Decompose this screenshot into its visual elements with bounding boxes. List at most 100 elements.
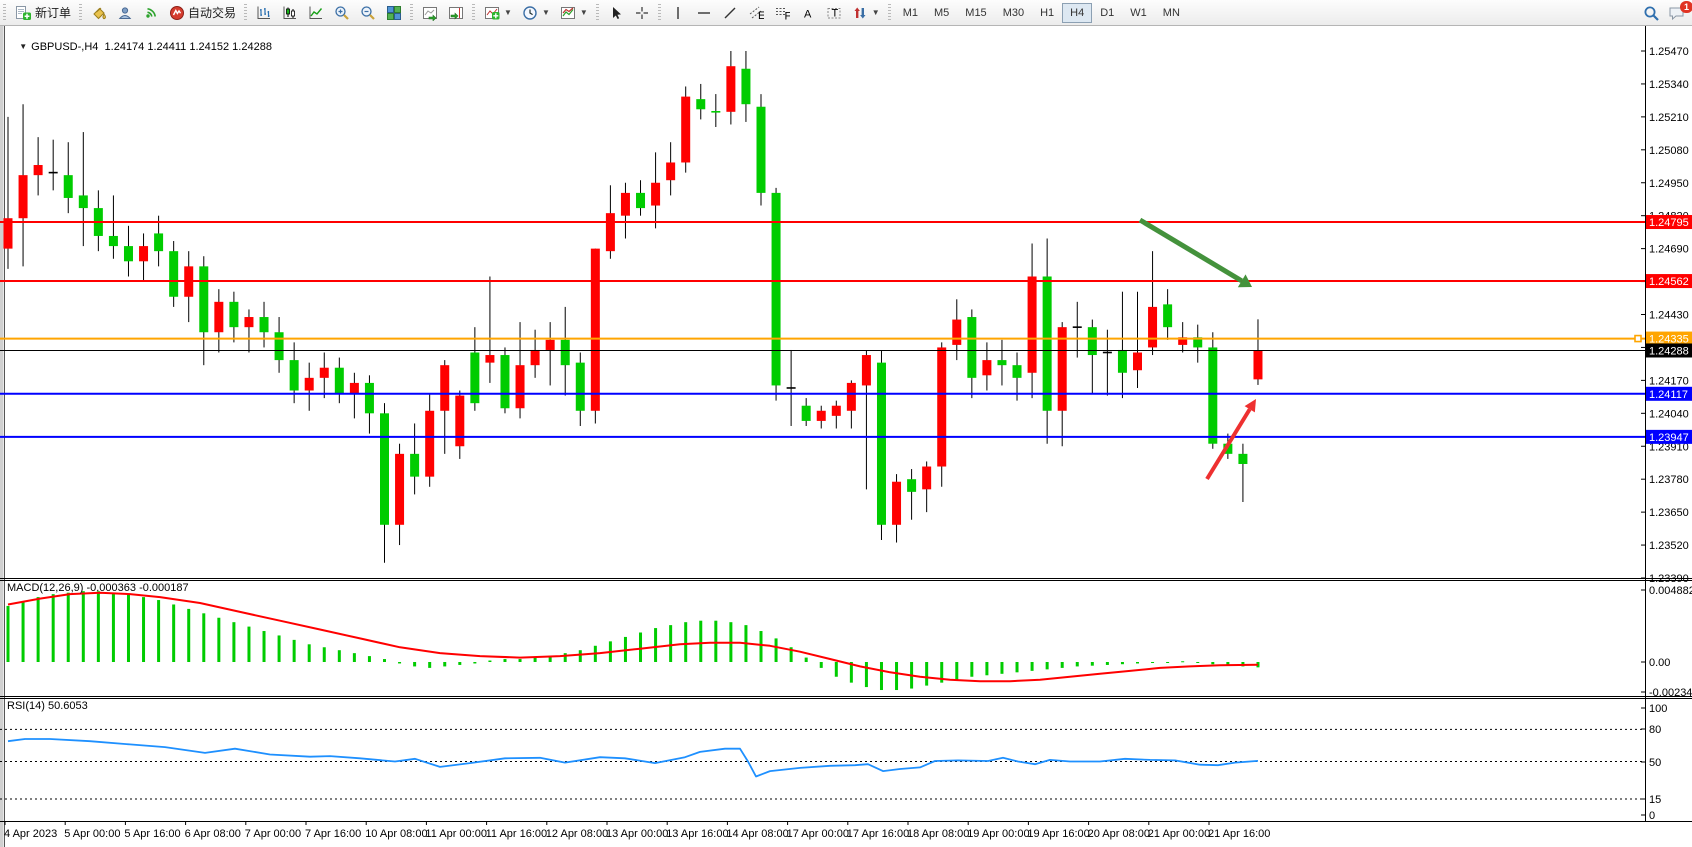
templates-icon (560, 5, 576, 21)
new-order-button[interactable]: 新订单 (11, 1, 75, 25)
candle (741, 68, 751, 105)
candle (892, 481, 902, 525)
timeframe-button-d1[interactable]: D1 (1100, 6, 1115, 19)
up-support-arrow-head[interactable] (1244, 399, 1256, 413)
candle (997, 360, 1007, 366)
chart-line-icon (308, 5, 324, 21)
label-button[interactable]: T (822, 1, 846, 25)
styler-button[interactable] (87, 1, 111, 25)
time-axis-label[interactable]: 13 Apr 00:00 (606, 828, 668, 840)
down-trend-arrow[interactable] (1138, 217, 1243, 283)
fibonacci-button[interactable]: F (770, 1, 794, 25)
time-axis-label[interactable]: 20 Apr 08:00 (1088, 828, 1150, 840)
time-axis-label[interactable]: 10 Apr 08:00 (365, 828, 427, 840)
time-axis-label[interactable]: 11 Apr 16:00 (486, 828, 548, 840)
arrows-tool-button[interactable]: ▼ (848, 1, 884, 25)
line-anchor-marker[interactable] (1634, 334, 1642, 343)
zoom-in-icon (334, 5, 350, 21)
time-axis-label[interactable]: 11 Apr 00:00 (425, 828, 487, 840)
timeframe-button-m15[interactable]: M15 (965, 6, 987, 19)
time-axis-label[interactable]: 18 Apr 08:00 (907, 828, 969, 840)
down-trend-arrow-head[interactable] (1237, 274, 1252, 288)
time-axis-label[interactable]: 21 Apr 00:00 (1148, 828, 1210, 840)
timeframe-button-mn[interactable]: MN (1162, 6, 1180, 19)
time-axis-label[interactable]: 19 Apr 16:00 (1027, 828, 1089, 840)
templates-button[interactable]: ▼ (556, 1, 592, 25)
price-tick-label: 1.23520 (1649, 540, 1689, 552)
crosshair-button[interactable] (630, 1, 654, 25)
candle (530, 349, 540, 366)
hline-icon (696, 5, 712, 21)
text-button[interactable]: A (796, 1, 820, 25)
crosshair-icon (634, 5, 650, 21)
zoom-in-button[interactable] (330, 1, 354, 25)
community-button[interactable] (113, 1, 137, 25)
auto-scroll-button[interactable] (418, 1, 442, 25)
time-axis-label[interactable]: 13 Apr 16:00 (666, 828, 728, 840)
chart-line-button[interactable] (304, 1, 328, 25)
macd-histogram-bar (1015, 662, 1019, 673)
hline-button[interactable] (692, 1, 716, 25)
chat-button[interactable]: 1 (1668, 1, 1692, 21)
chart-shift-button[interactable] (444, 1, 468, 25)
cursor-icon (608, 5, 624, 21)
zoom-out-button[interactable] (356, 1, 380, 25)
time-axis-label[interactable]: 5 Apr 16:00 (124, 828, 180, 840)
chevron-down-icon[interactable]: ▼ (871, 8, 880, 17)
rsi-axis-label: 80 (1649, 724, 1661, 736)
indicators-button[interactable]: ▼ (480, 1, 516, 25)
up-support-arrow[interactable] (1205, 408, 1252, 481)
chevron-down-icon[interactable]: ▼ (504, 8, 512, 17)
macd-histogram-bar (126, 594, 130, 662)
timeframe-button-m1[interactable]: M1 (902, 6, 918, 19)
timeframe-button-w1[interactable]: W1 (1130, 6, 1147, 19)
price-line-label (1646, 429, 1692, 444)
timeframe-button-h1[interactable]: H1 (1040, 6, 1055, 19)
timeframe-button-h4[interactable]: H4 (1062, 2, 1093, 23)
time-axis-label[interactable]: 7 Apr 00:00 (245, 828, 301, 840)
timeframe-button-m5[interactable]: M5 (934, 6, 950, 19)
time-axis-label[interactable]: 17 Apr 16:00 (847, 828, 909, 840)
chart-bars-button[interactable] (252, 1, 276, 25)
timeframe-button-m30[interactable]: M30 (1002, 6, 1025, 19)
channel-button[interactable]: E (744, 1, 768, 25)
macd-histogram-bar (232, 622, 236, 662)
signals-button[interactable] (139, 1, 163, 25)
time-axis-label[interactable]: 14 Apr 08:00 (726, 828, 788, 840)
time-axis-label[interactable]: 17 Apr 00:00 (787, 828, 849, 840)
candle (289, 360, 299, 391)
time-axis-label[interactable]: 5 Apr 00:00 (64, 828, 120, 840)
tile-windows-button[interactable] (382, 1, 406, 25)
time-axis-label[interactable]: 19 Apr 00:00 (967, 828, 1029, 840)
candle (1238, 453, 1248, 464)
chart-symbol-label: ▼ GBPUSD-,H4 1.24174 1.24411 1.24152 1.24… (7, 29, 272, 65)
macd-histogram-bar (307, 644, 311, 662)
cursor-button[interactable] (604, 1, 628, 25)
macd-histogram-bar (684, 622, 688, 662)
candle (1117, 349, 1127, 373)
price-tick-label: 1.24950 (1649, 178, 1689, 190)
periods-button[interactable]: ▼ (518, 1, 554, 25)
time-axis-label[interactable]: 6 Apr 08:00 (185, 828, 241, 840)
trendline-button[interactable] (718, 1, 742, 25)
chevron-down-icon[interactable]: ▼ (579, 8, 588, 17)
autotrade-button[interactable]: 自动交易 (165, 1, 240, 25)
chart-window[interactable]: 1.254701.253401.252101.250801.249501.248… (0, 26, 1692, 847)
rsi-indicator-label: RSI(14) 50.6053 (7, 700, 88, 712)
time-axis-label[interactable]: 7 Apr 16:00 (305, 828, 361, 840)
chart-candles-button[interactable] (278, 1, 302, 25)
vline-button[interactable] (666, 1, 690, 25)
search-button[interactable] (1643, 5, 1660, 22)
macd-histogram-bar (172, 604, 176, 662)
chart-dropdown-icon[interactable]: ▼ (19, 42, 28, 51)
price-chart-canvas[interactable]: 1.254701.253401.252101.250801.249501.248… (0, 26, 1692, 847)
macd-histogram-bar (639, 632, 643, 662)
time-axis-label[interactable]: 12 Apr 08:00 (546, 828, 608, 840)
candle (3, 218, 13, 249)
macd-histogram-bar (96, 591, 100, 662)
chevron-down-icon[interactable]: ▼ (541, 8, 550, 17)
time-axis-label[interactable]: 21 Apr 16:00 (1208, 828, 1270, 840)
rsi-axis-label: 100 (1649, 703, 1667, 715)
time-axis-label[interactable]: 4 Apr 2023 (4, 828, 57, 840)
